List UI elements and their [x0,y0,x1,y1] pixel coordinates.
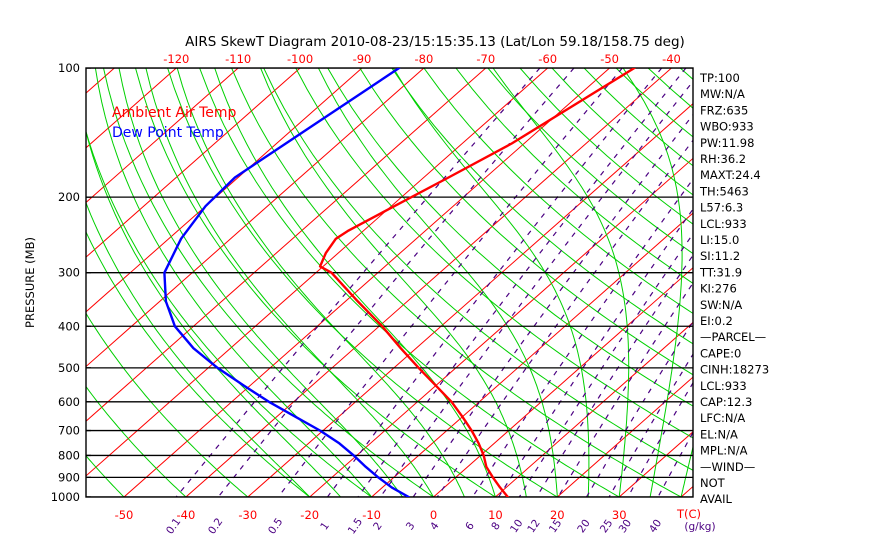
pressure-tick-label: 700 [58,424,80,438]
sounding-parameter: MW:N/A [700,87,745,101]
sounding-parameter: RH:36.2 [700,152,746,166]
pressure-tick-label: 200 [58,190,80,204]
bottom-temp-tick-label: -40 [177,508,196,522]
bottom-temp-tick-label: -10 [362,508,381,522]
sounding-parameter: LI:15.0 [700,233,739,247]
bottom-temp-tick-label: 0 [430,508,437,522]
mixing-ratio-tick-label: 12 [525,517,543,535]
dewpoint-temp-trace [163,68,410,497]
bottom-temp-tick-label: 30 [612,508,627,522]
top-temp-tick-label: -50 [600,52,619,66]
pressure-tick-label: 1000 [51,490,80,504]
chart-title: AIRS SkewT Diagram 2010-08-23/15:15:35.1… [185,34,685,50]
bottom-temp-tick-label: -30 [238,508,257,522]
sounding-parameter: MAXT:24.4 [700,168,761,182]
bottom-temp-tick-label: -20 [300,508,319,522]
top-temp-tick-label: -100 [287,52,313,66]
sounding-parameter: NOT [700,476,726,490]
sounding-parameter: MPL:N/A [700,444,748,458]
bottom-temp-tick-label: 10 [488,508,503,522]
top-temp-tick-label: -70 [476,52,495,66]
top-temp-tick-label: -80 [415,52,434,66]
sounding-parameter: L57:6.3 [700,201,743,215]
pressure-tick-label: 300 [58,266,80,280]
bottom-temp-tick-label: -50 [115,508,134,522]
pressure-tick-label: 900 [58,470,80,484]
sounding-parameter: PW:11.98 [700,136,754,150]
pressure-tick-label: 600 [58,395,80,409]
mixing-ratio-tick-label: 6 [463,520,477,533]
sounding-parameter: —PARCEL— [700,330,766,344]
sounding-parameter: WBO:933 [700,120,754,134]
sounding-parameter: CAPE:0 [700,346,741,360]
x-axis-label-temperature: T(C) [676,507,701,521]
sounding-parameter: LFC:N/A [700,411,745,425]
top-temp-tick-label: -60 [538,52,557,66]
y-axis-label: PRESSURE (MB) [23,237,37,328]
mixing-ratio-tick-label: 0.5 [266,516,285,537]
sounding-parameter: AVAIL [700,492,733,506]
sounding-parameter: KI:276 [700,282,737,296]
sounding-parameter: LCL:933 [700,217,747,231]
sounding-parameter: CINH:18273 [700,363,769,377]
pressure-tick-label: 500 [58,361,80,375]
legend-dew-point-temp: Dew Point Temp [112,125,224,141]
top-temp-tick-label: -120 [163,52,189,66]
mixing-ratio-tick-label: 20 [575,517,593,535]
sounding-parameter: TH:5463 [699,184,749,198]
sounding-parameter: SW:N/A [700,298,742,312]
pressure-tick-label: 400 [58,319,80,333]
x-axis-label-mixing-ratio: (g/kg) [684,521,715,533]
mixing-ratio-tick-label: 3 [404,520,418,532]
mixing-ratio-tick-label: 0.2 [206,516,225,537]
mixing-ratio-tick-label: 10 [508,517,526,535]
top-temp-tick-label: -110 [225,52,251,66]
sounding-parameter: LCL:933 [700,379,747,393]
sounding-parameter: —WIND— [700,460,755,474]
bottom-temp-tick-label: 20 [550,508,565,522]
pressure-tick-label: 800 [58,448,80,462]
sounding-parameter: TT:31.9 [699,265,742,279]
mixing-ratio-tick-label: 40 [647,517,665,535]
pressure-tick-label: 100 [58,61,80,75]
sounding-parameter: CAP:12.3 [700,395,752,409]
ambient-temp-trace [318,68,636,497]
top-temp-tick-label: -90 [353,52,372,66]
legend-ambient-air-temp: Ambient Air Temp [112,105,237,121]
sounding-parameter: EI:0.2 [700,314,733,328]
sounding-parameter: TP:100 [699,71,740,85]
sounding-parameter: SI:11.2 [700,249,740,263]
sounding-parameter: EL:N/A [700,427,738,441]
mixing-ratio-tick-label: 1 [318,520,332,532]
top-temp-tick-label: -40 [662,52,681,66]
sounding-parameter: FRZ:635 [700,103,748,117]
